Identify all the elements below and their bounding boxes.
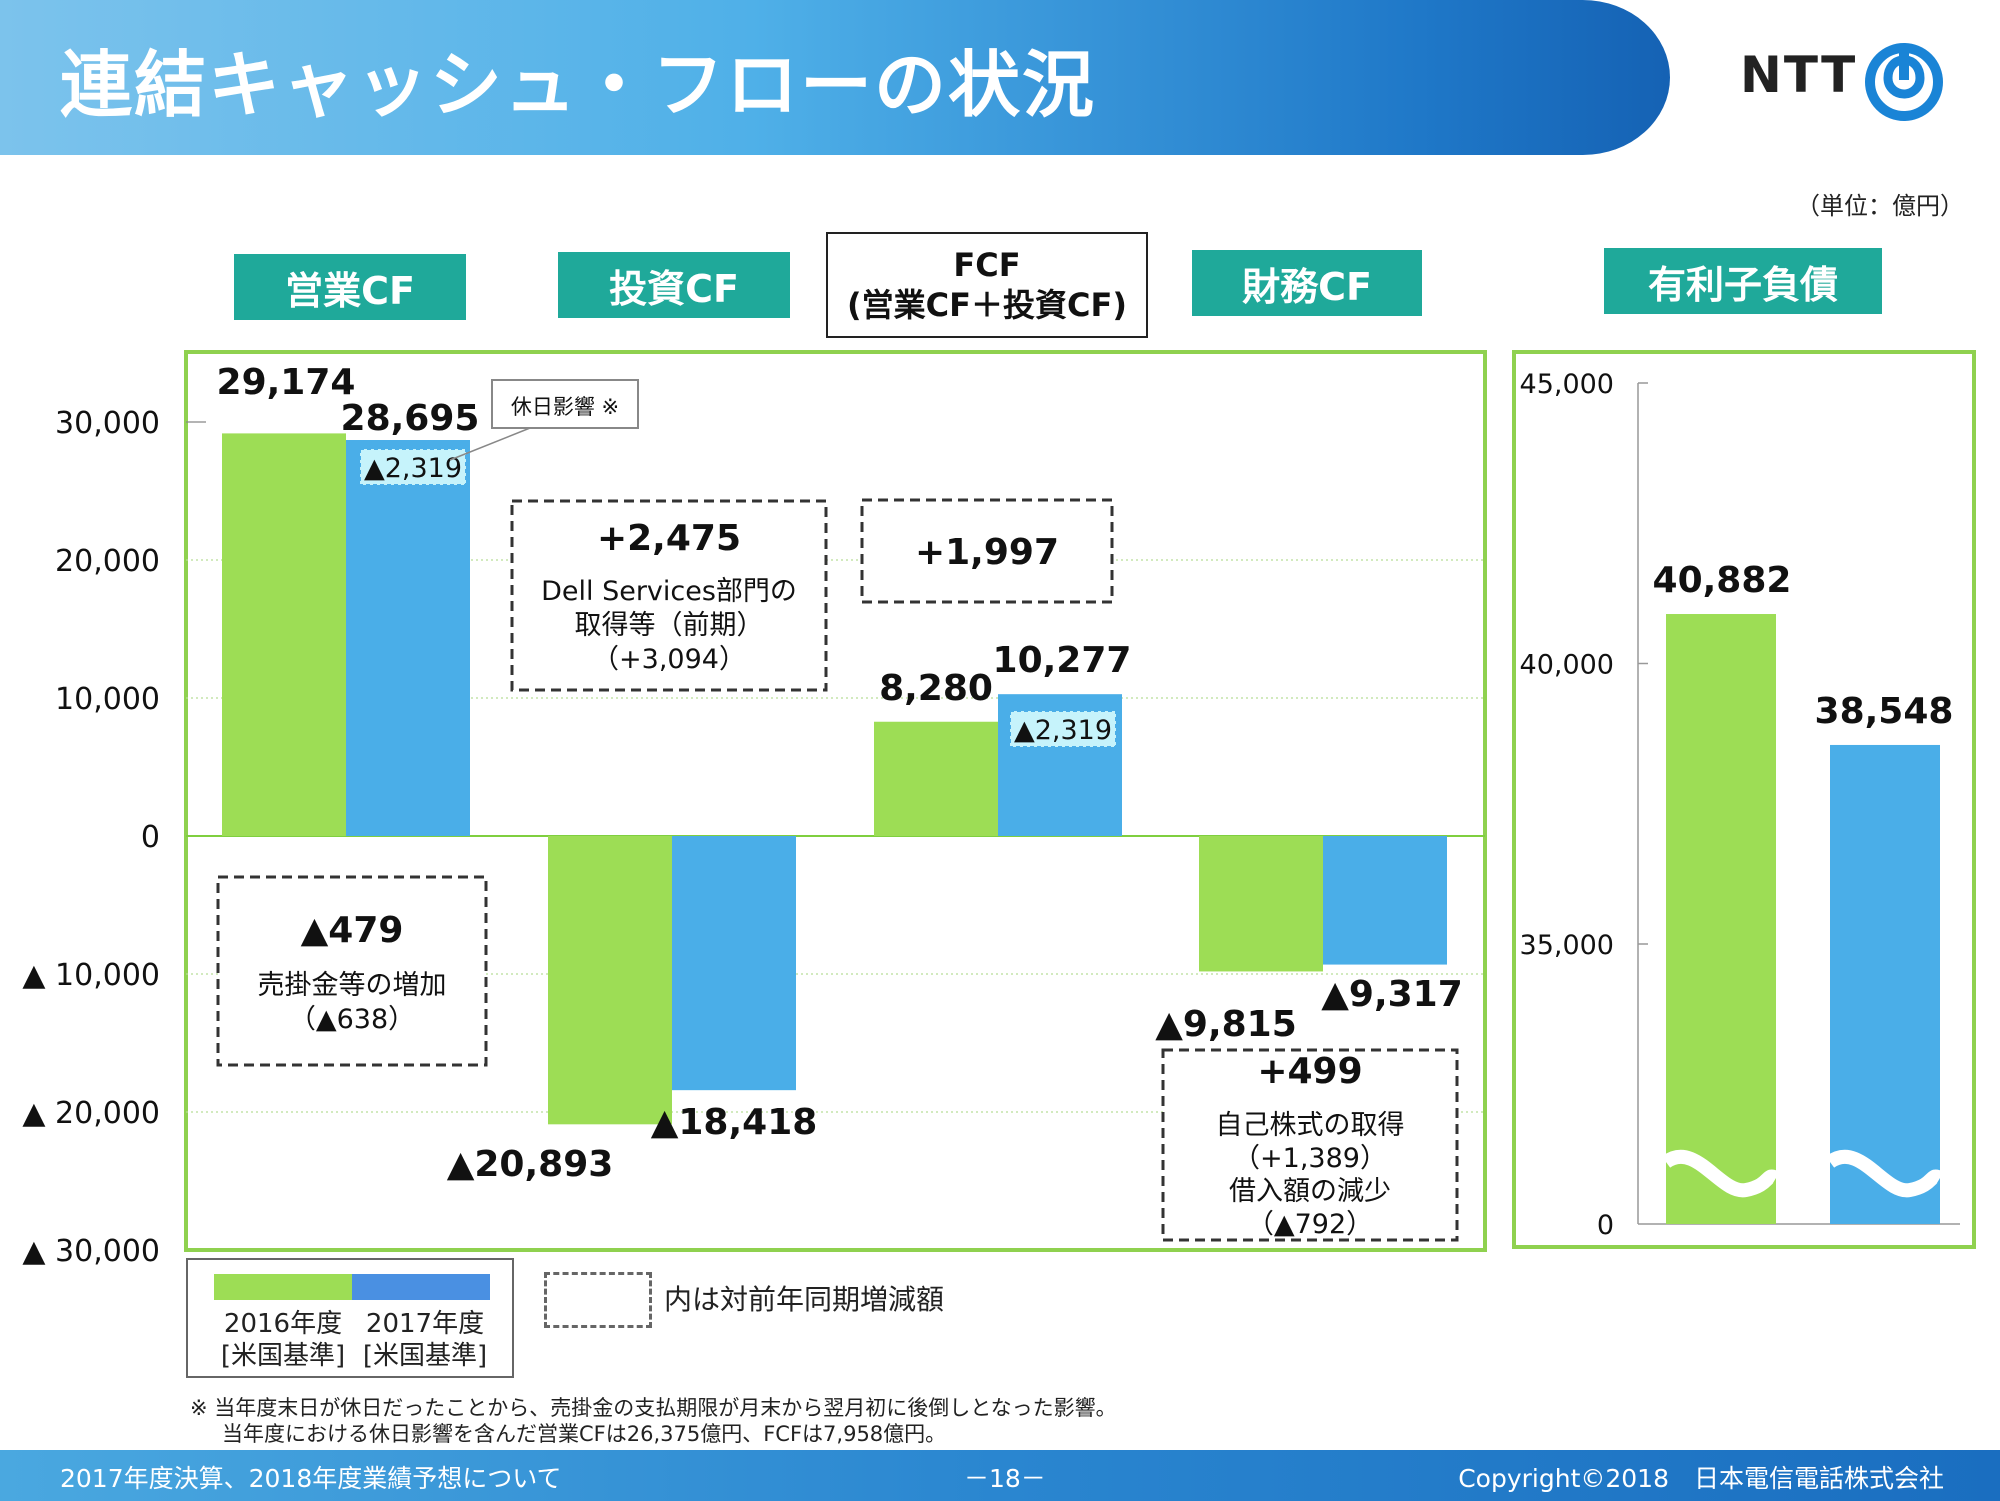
fcf-change-value: +1,997 — [915, 532, 1059, 573]
legend-swatch-2017 — [352, 1274, 490, 1300]
data-label-2017: 28,695 — [341, 398, 480, 439]
holiday-effect-label: ▲2,319 — [364, 453, 462, 484]
dashed-box-legend-text: 内は対前年同期増減額 — [664, 1283, 945, 1316]
financing-change-line2: （+1,389） — [1233, 1143, 1387, 1174]
unit-label: （単位：億円） — [1796, 192, 1964, 220]
footer-left: 2017年度決算、2018年度業績予想について — [60, 1464, 562, 1493]
label-operating-cf: 営業CF — [234, 254, 466, 320]
bar-2017 — [1323, 836, 1447, 965]
legend-label-2016: 2016年度 [米国基準] — [208, 1308, 358, 1372]
y-tick-label: 20,000 — [55, 544, 160, 579]
debt-bar-2016 — [1666, 614, 1776, 1224]
y-tick-label: ▲ 20,000 — [22, 1096, 160, 1131]
axis-break-wave — [1661, 1149, 1780, 1198]
debt-bar-2017 — [1830, 744, 1940, 1224]
bar-2016 — [874, 721, 998, 836]
holiday-effect-box — [359, 448, 467, 486]
operating-change-line2: （▲638） — [289, 1004, 415, 1035]
investing-change-value: +2,475 — [597, 518, 741, 559]
y-tick-label: 30,000 — [55, 406, 160, 441]
footer-bar: 2017年度決算、2018年度業績予想について －18－ Copyright©2… — [0, 1450, 2000, 1501]
y-tick-label: 0 — [141, 820, 160, 855]
legend-label-2017: 2017年度 [米国基準] — [350, 1308, 500, 1372]
page-number: －18－ — [964, 1464, 1046, 1493]
debt-y-tick-label: 45,000 — [1520, 369, 1614, 400]
footnote-line1: ※ 当年度末日が休日だったことから、売掛金の支払期限が月末から翌月初に後倒しとな… — [190, 1396, 1117, 1420]
holiday-tag-box — [491, 379, 639, 429]
financing-change-line1: 自己株式の取得 — [1216, 1110, 1405, 1141]
ntt-logo: NTT — [1740, 40, 1950, 121]
debt-y-tick-label: 0 — [1597, 1210, 1614, 1241]
label-investing-cf: 投資CF — [558, 252, 790, 318]
operating-change-box — [216, 875, 488, 1067]
legend-2017-line1: 2017年度 — [365, 1309, 485, 1339]
y-tick-label: ▲ 30,000 — [22, 1234, 160, 1269]
debt-chart-frame — [1512, 350, 1976, 1249]
holiday-tag-pointer — [449, 427, 531, 461]
debt-label-2017: 38,548 — [1815, 691, 1954, 732]
operating-change-value: ▲479 — [301, 910, 404, 951]
debt-label-2016: 40,882 — [1653, 560, 1792, 601]
logo-text: NTT — [1740, 46, 1858, 104]
main-chart-frame — [184, 350, 1487, 1252]
debt-y-tick-label: 35,000 — [1520, 930, 1614, 961]
bar-2016 — [222, 433, 346, 836]
y-tick-label: 10,000 — [55, 682, 160, 717]
data-label-2016: 8,280 — [879, 668, 993, 709]
axis-break-wave — [1825, 1149, 1944, 1198]
bar-2017 — [672, 836, 796, 1091]
financing-change-box — [1161, 1048, 1459, 1242]
label-financing-cf: 財務CF — [1192, 250, 1422, 316]
financing-change-line4: （▲792） — [1247, 1209, 1373, 1240]
data-label-2016: 29,174 — [217, 362, 356, 403]
label-fcf-line1: FCF — [953, 246, 1021, 284]
bar-2017 — [346, 440, 470, 836]
investing-change-line1: Dell Services部門の — [541, 576, 797, 607]
data-label-2017: ▲18,418 — [651, 1102, 818, 1143]
debt-y-tick-label: 40,000 — [1520, 650, 1614, 681]
page-title: 連結キャッシュ・フローの状況 — [60, 43, 1097, 127]
legend-2016-line2: [米国基準] — [220, 1341, 346, 1371]
legend-swatch-2016 — [214, 1274, 352, 1300]
legend-2017-line2: [米国基準] — [362, 1341, 488, 1371]
dashed-box-legend-icon — [544, 1272, 652, 1328]
fcf-change-box — [860, 498, 1114, 604]
label-fcf-line2: (営業CF＋投資CF) — [847, 286, 1127, 324]
operating-change-line1: 売掛金等の増加 — [258, 970, 447, 1001]
label-debt: 有利子負債 — [1604, 248, 1882, 314]
label-fcf: FCF (営業CF＋投資CF) — [826, 232, 1148, 338]
data-label-2017: ▲9,317 — [1321, 974, 1463, 1015]
legend: 2016年度 [米国基準] 2017年度 [米国基準] — [186, 1258, 514, 1378]
financing-change-value: +499 — [1257, 1051, 1362, 1092]
bar-2016 — [1199, 836, 1323, 972]
ntt-logo-icon — [1865, 43, 1943, 121]
investing-change-line2: 取得等（前期） — [575, 610, 764, 641]
holiday-tag-label: 休日影響 ※ — [511, 395, 619, 419]
y-tick-label: ▲ 10,000 — [22, 958, 160, 993]
investing-change-box — [510, 499, 828, 692]
data-label-2016: ▲9,815 — [1155, 1004, 1297, 1045]
data-label-2016: ▲20,893 — [447, 1144, 614, 1185]
holiday-effect-box — [1009, 710, 1117, 748]
footer-copyright: Copyright©2018 日本電信電話株式会社 — [1458, 1464, 1944, 1493]
holiday-effect-label: ▲2,319 — [1014, 715, 1112, 746]
investing-change-line3: （+3,094） — [592, 644, 746, 675]
data-label-2017: 10,277 — [993, 640, 1132, 681]
legend-2016-line1: 2016年度 — [223, 1309, 343, 1339]
bar-2016 — [548, 836, 672, 1125]
title-banner: 連結キャッシュ・フローの状況 — [0, 0, 1670, 155]
footnote-line2: 当年度における休日影響を含んだ営業CFは26,375億円、FCFは7,958億円… — [222, 1422, 947, 1446]
financing-change-line3: 借入額の減少 — [1229, 1176, 1391, 1207]
